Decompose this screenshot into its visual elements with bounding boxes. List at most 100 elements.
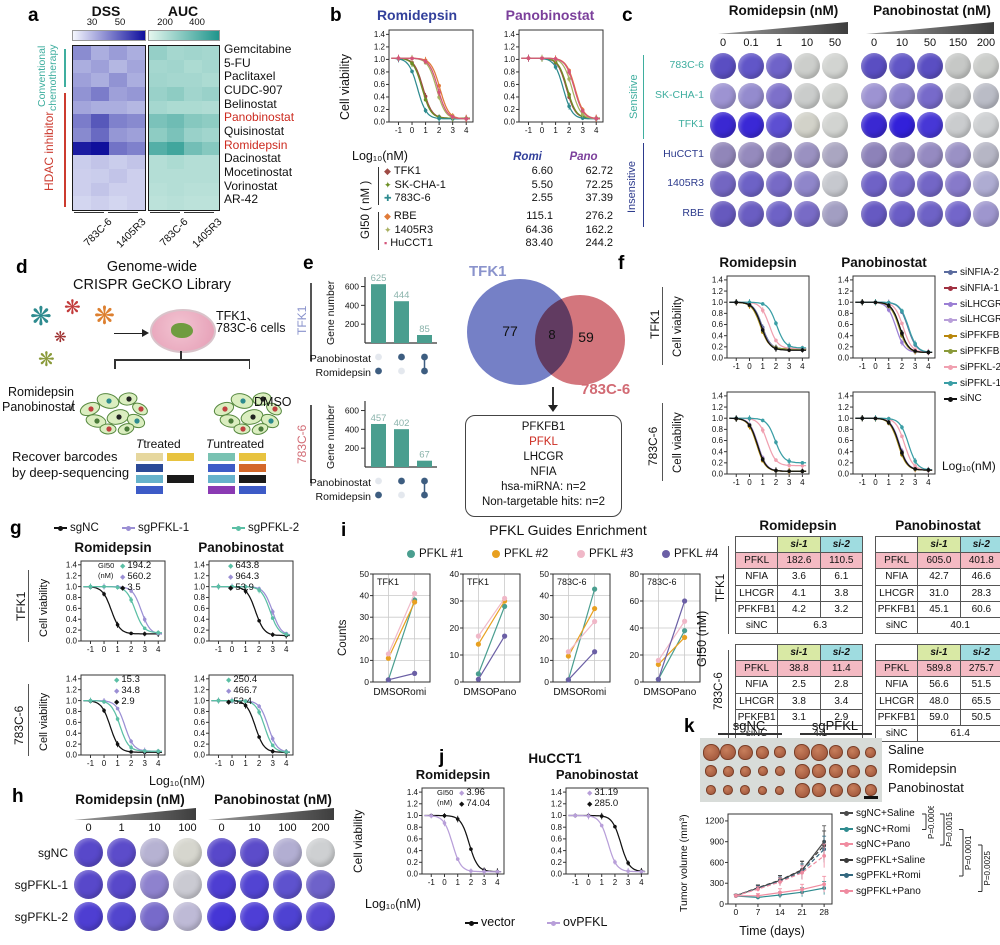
table-cell: si-1 <box>917 535 961 554</box>
dose-label: 0 <box>218 822 225 834</box>
table-cell: 46.6 <box>959 568 1000 586</box>
colony-well <box>822 141 848 168</box>
svg-text:50: 50 <box>360 569 370 579</box>
t-symbol: T <box>136 437 144 451</box>
barcode-bar <box>136 486 163 494</box>
sgrna-row-label: sgPFKL-2 <box>14 910 68 924</box>
panobinostat-title: Panobinostat <box>841 255 927 270</box>
heatmap-cell <box>127 100 145 115</box>
legend-item: siPFKL-1 <box>944 378 1000 389</box>
table-cell <box>734 535 779 554</box>
table-cell: 3.8 <box>819 584 864 602</box>
virus-icon: ❋ <box>94 302 115 330</box>
gi50-pano-value: 72.25 <box>585 178 613 191</box>
gi50-value: ◆ 466.7 <box>226 685 258 696</box>
colony-well <box>917 112 943 138</box>
panel-c-label: c <box>622 5 633 26</box>
svg-text:2: 2 <box>129 759 134 768</box>
table-cell: LHCGR <box>874 584 919 602</box>
svg-text:300: 300 <box>710 878 724 888</box>
drug-name: Vorinostat <box>224 178 278 193</box>
f3-chart: 0.0 0.2 0.4 0.6 0.8 1.0 1.2 1.4 -1 0 1 2 3 4 <box>712 391 810 487</box>
in-vivo-legend: sgNC+Saline sgNC+Romi sgNC+Pano sgPFKL+Sali… <box>840 808 925 908</box>
svg-text:Pano: Pano <box>493 687 517 698</box>
svg-text:0.6: 0.6 <box>504 80 516 89</box>
heatmap-cell <box>166 155 185 170</box>
table-cell: 11.4 <box>819 660 864 678</box>
svg-text:-1: -1 <box>87 759 95 768</box>
svg-text:0.8: 0.8 <box>194 593 206 602</box>
svg-text:1.4: 1.4 <box>551 788 563 797</box>
dose-label: 0 <box>719 37 727 49</box>
sgrna-chart-tfk1-pano: 0.0 0.2 0.4 0.6 0.8 1.0 1.2 1.4 -1 0 1 2 3 4 <box>184 556 298 656</box>
auc-scale-tick: 200 <box>157 17 173 28</box>
panel-g: g sgNC sgPFKL-1 sgPFKL-2 Romidepsin Panobi… <box>2 518 335 800</box>
dose-label: 1 <box>118 822 125 834</box>
dose-label: 200 <box>976 37 996 49</box>
untreated-barcodes <box>208 453 270 499</box>
legend-item: siPFKL-2 <box>944 362 1000 373</box>
i2-chart: 0 10 20 30 40 DMSO Pano TFK1 <box>450 569 521 698</box>
sgrna-chart-783c6-romi: 0.0 0.2 0.4 0.6 0.8 1.0 1.2 1.4 -1 0 1 2 3 4 <box>56 670 170 770</box>
svg-text:0: 0 <box>634 677 639 687</box>
recover-barcodes-label-line2: by deep-sequencing <box>12 465 130 480</box>
upset-chart-tfk1: 200 400 600 625 444 85 <box>339 267 459 381</box>
svg-text:-1: -1 <box>428 878 436 887</box>
legend-item: ✦ SK-CHA-1 <box>384 178 446 191</box>
romidepsin-title: Romidepsin <box>74 540 152 555</box>
colony-well <box>973 82 999 109</box>
gi50-prefix: (nM) <box>437 798 453 807</box>
svg-text:3: 3 <box>787 362 792 371</box>
table-cell: 2.8 <box>819 676 864 694</box>
row-label-tfk1: TFK1 <box>14 591 28 621</box>
table-cell: 28.3 <box>959 584 1000 602</box>
j1-chart: 0.0 0.2 0.4 0.6 0.8 1.0 1.2 1.4 -1 0 1 2 3 4 <box>407 787 505 887</box>
heatmap-cell <box>91 182 110 197</box>
legend-item: PFKL #2 <box>492 548 548 560</box>
legend-item: siLHCGR-2 <box>944 299 1000 310</box>
svg-text:200: 200 <box>345 443 359 453</box>
svg-text:900: 900 <box>710 836 724 846</box>
gi50-table-tfk1-romi: si-1 si-2 PFKL 182.6 110.5 NFIA 3.6 6.1 LHCGR 4.1… <box>734 535 864 636</box>
svg-text:1.0: 1.0 <box>712 298 724 307</box>
svg-text:783C-6: 783C-6 <box>647 577 677 587</box>
svg-text:600: 600 <box>345 282 359 292</box>
library-title-line2: CRISPR GeCKO Library <box>73 277 231 293</box>
svg-text:0: 0 <box>734 907 739 917</box>
heatmap-cell <box>149 169 168 184</box>
colony-well <box>861 53 887 79</box>
heatmap-cell <box>184 46 203 61</box>
heatmap-cell <box>184 128 203 143</box>
tumor-photo <box>757 766 768 776</box>
library-title-line1: Genome-wide <box>106 259 198 275</box>
colony-well <box>794 82 820 109</box>
heatmap-cell <box>127 155 145 170</box>
gi50-value: ◆ 74.04 <box>459 798 491 809</box>
series-marker-icon <box>944 301 957 307</box>
series-marker-icon <box>944 270 957 276</box>
gi50-axis-label: GI50 (nM) <box>695 610 709 668</box>
heatmap-cell <box>91 73 110 88</box>
svg-text:DMSO: DMSO <box>553 687 583 698</box>
svg-text:0: 0 <box>230 645 235 654</box>
svg-text:60: 60 <box>630 596 640 606</box>
svg-text:1.4: 1.4 <box>504 30 516 39</box>
tumor-photo <box>812 764 827 778</box>
tumor-photo <box>794 744 810 760</box>
colony-well <box>173 838 202 867</box>
heatmap-cell <box>127 87 145 102</box>
heatmap-cell <box>149 100 168 115</box>
k_vol-chart: 0 300 600 900 1200 0 7 14 21 28 <box>705 813 833 917</box>
svg-text:1: 1 <box>553 126 558 135</box>
svg-text:1.4: 1.4 <box>66 561 78 570</box>
gi50-value: ◆ 285.0 <box>587 798 619 809</box>
g2-chart: 0.0 0.2 0.4 0.6 0.8 1.0 1.21.4 -1 0 1 2 3 4 <box>194 560 294 654</box>
tumor-photo <box>775 785 785 795</box>
svg-text:0: 0 <box>544 677 549 687</box>
heatmap-cell <box>73 128 92 143</box>
colony-well <box>74 870 103 899</box>
drug-name: Panobinostat <box>224 110 295 125</box>
sirna-chart-tfk1-pano: 0.0 0.2 0.4 0.6 0.8 1.0 1.2 1.4 -1 0 1 2 3 4 <box>828 271 940 373</box>
svg-text:3: 3 <box>142 759 147 768</box>
heatmap-cell <box>201 73 219 88</box>
